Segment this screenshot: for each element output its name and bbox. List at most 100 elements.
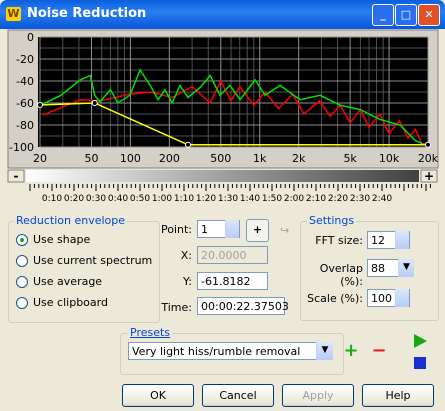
group-title: Reduction envelope: [14, 214, 128, 227]
y-tick-label: -100: [9, 141, 34, 154]
transport: [414, 334, 427, 369]
close-button[interactable]: ✕: [418, 4, 440, 26]
field-label: Y:: [183, 275, 192, 288]
radio-label: Use average: [33, 275, 103, 288]
series-line: [42, 68, 426, 146]
dialog-button[interactable]: Cancel: [202, 384, 274, 407]
dialog-button[interactable]: OK: [122, 384, 194, 407]
ruler-label: 0:30: [86, 194, 106, 204]
dropdown-arrow[interactable]: ▼: [398, 259, 414, 277]
x-tick-label: 5k: [343, 152, 357, 165]
radio-dot: [20, 238, 24, 242]
radio-label: Use current spectrum: [33, 254, 153, 267]
x-input: 20.0000: [197, 246, 268, 264]
x-tick-label: 200: [159, 152, 180, 165]
ruler-label: 1:20: [196, 194, 216, 204]
stop-button[interactable]: [414, 357, 426, 369]
group-title: Presets: [128, 326, 173, 339]
field-value: Very light hiss/rumble removal: [132, 345, 301, 358]
envelope-point: [91, 100, 98, 106]
time-input[interactable]: 00:00:22.37503: [197, 297, 289, 315]
field-value: 88: [371, 262, 385, 275]
field-label: Overlap (%):: [319, 262, 363, 288]
ruler-label: 1:50: [262, 194, 282, 204]
plus-label: +: [424, 169, 434, 183]
x-tick-label: 10k: [379, 152, 400, 165]
dropdown-arrow[interactable]: ▼: [316, 342, 333, 360]
x-tick-label: 20k: [418, 152, 439, 165]
dialog-button[interactable]: Help: [362, 384, 434, 407]
ruler-label: 2:40: [372, 194, 392, 204]
field-label: X:: [180, 249, 192, 262]
group-title: Settings: [307, 214, 357, 227]
envelope-point: [185, 141, 192, 148]
presets-dropdown[interactable]: Very light hiss/rumble removal: [128, 342, 333, 360]
add-preset-button[interactable]: +: [343, 340, 359, 361]
radio-button[interactable]: [16, 255, 28, 267]
ruler-label: 2:10: [306, 194, 326, 204]
ruler-label: 2:30: [350, 194, 370, 204]
envelope-point: [425, 141, 431, 148]
ruler-label: 0:10: [42, 194, 62, 204]
ruler-label: 1:40: [240, 194, 260, 204]
field-label: Scale (%):: [307, 292, 363, 305]
ruler-label: 0:40: [108, 194, 128, 204]
field-value: 12: [371, 234, 385, 247]
plus-button: [420, 169, 438, 183]
dialog-button: Apply: [282, 384, 354, 407]
ruler-label: 1:10: [174, 194, 194, 204]
minimize-button[interactable]: _: [372, 4, 394, 26]
maximize-button[interactable]: □: [395, 4, 417, 26]
field-value: 00:00:22.37503: [201, 300, 289, 313]
field-value: 100: [371, 292, 392, 305]
position-slider: [26, 170, 419, 182]
window-title: Noise Reduction: [27, 6, 147, 21]
spectrum-chart: 20 50 100 200 500 1k 2k 5k 10k 20k0-20-40-60-80-1…: [7, 29, 439, 205]
ruler: [8, 183, 438, 205]
ruler-label: 0:20: [64, 194, 84, 204]
presets-group: [120, 333, 344, 375]
ruler-label: 2:20: [328, 194, 348, 204]
radio-label: Use clipboard: [33, 296, 108, 309]
x-tick-label: 100: [120, 152, 141, 165]
ruler-label: 1:30: [218, 194, 238, 204]
remove-point-icon: ↪: [280, 224, 290, 237]
x-tick-label: 50: [84, 152, 98, 165]
envelope-point: [37, 102, 43, 109]
y-tick-label: -40: [16, 75, 34, 88]
play-button[interactable]: [414, 334, 427, 348]
radio-button[interactable]: [16, 276, 28, 288]
field-label: Point:: [160, 223, 192, 236]
y-tick-label: -20: [16, 53, 34, 66]
radio-button[interactable]: [16, 297, 28, 309]
x-tick-label: 1k: [253, 152, 267, 165]
spin-button[interactable]: [395, 289, 409, 307]
y-input[interactable]: -61.8182: [197, 272, 268, 290]
minus-label: -: [14, 169, 19, 183]
add-point-button[interactable]: +: [246, 219, 269, 242]
ruler-label: 0:50: [130, 194, 150, 204]
y-tick-label: 0: [27, 31, 34, 44]
field-label: Time:: [161, 301, 192, 314]
field-value: 20.0000: [201, 249, 247, 262]
ruler-label: 2:00: [284, 194, 304, 204]
title-bar: [0, 0, 445, 29]
settings-group: [300, 221, 439, 321]
x-tick-label: 500: [210, 152, 231, 165]
ruler-label: 1:00: [152, 194, 172, 204]
spin-button[interactable]: [395, 231, 409, 249]
app-icon: W: [6, 7, 21, 21]
remove-preset-button[interactable]: −: [371, 340, 387, 361]
field-value: 1: [201, 223, 208, 236]
y-tick-label: -60: [16, 97, 34, 110]
series-line: [39, 102, 428, 146]
radio-label: Use shape: [33, 233, 91, 246]
spin-button[interactable]: [225, 220, 239, 238]
field-label: FFT size:: [315, 234, 363, 247]
minus-button: [7, 169, 25, 183]
radio-button[interactable]: [16, 234, 28, 246]
x-tick-label: 20: [33, 152, 47, 165]
field-value: -61.8182: [201, 275, 251, 288]
x-tick-label: 2k: [292, 152, 306, 165]
